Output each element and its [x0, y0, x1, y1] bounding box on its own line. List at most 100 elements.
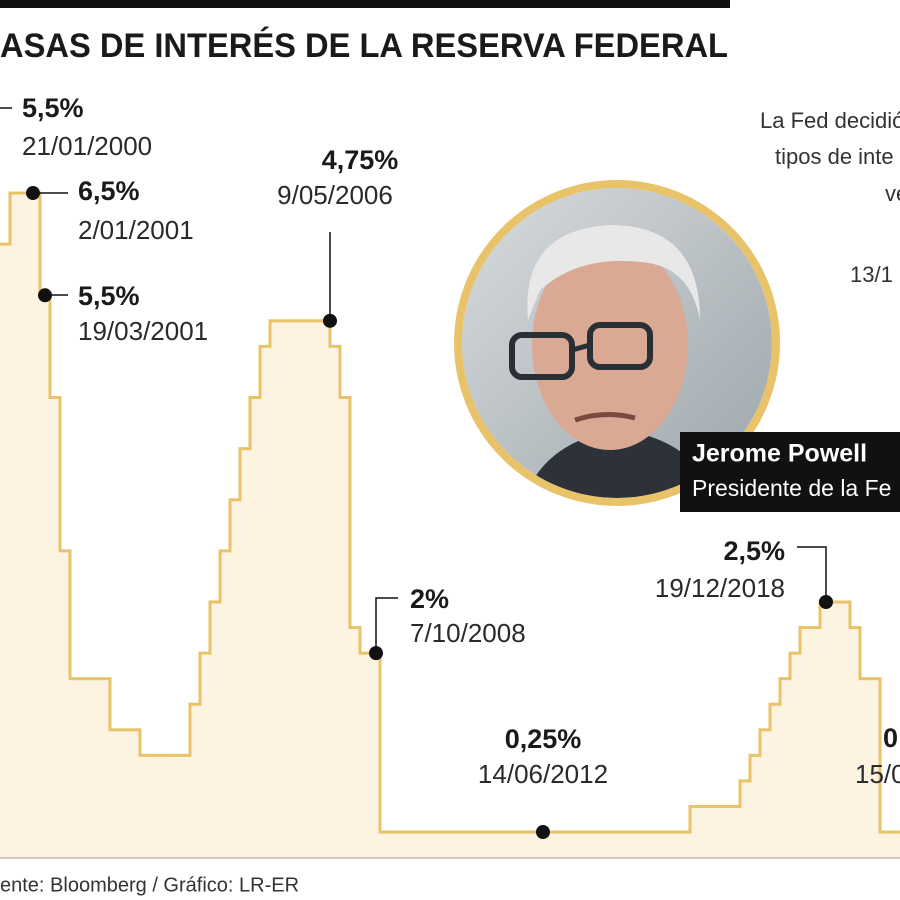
area-slice: [530, 832, 541, 858]
area-slice: [80, 678, 91, 858]
annotation-label: 2,5%: [723, 536, 785, 566]
leader-line: [375, 597, 398, 653]
source: ente: Bloomberg / Gráfico: LR-ER: [0, 874, 299, 896]
area-slice: [630, 832, 641, 858]
area-slice: [40, 295, 51, 858]
area-slice: [640, 832, 651, 858]
area-slice: [370, 653, 381, 858]
area-slice: [230, 499, 241, 858]
area-slice: [220, 550, 231, 858]
annotation-label: 0: [883, 723, 898, 753]
annotation-dot: [819, 594, 833, 609]
annotation-dot: [26, 186, 40, 201]
area-slice: [760, 729, 771, 858]
area-slice: [710, 806, 721, 858]
area-slice: [0, 244, 11, 858]
area-slice: [90, 678, 101, 858]
area-slice: [800, 627, 811, 858]
area-slice: [470, 832, 481, 858]
area-slice: [610, 832, 621, 858]
area-slice: [780, 678, 791, 858]
area-slice: [190, 704, 201, 858]
area-slice: [840, 601, 851, 858]
area-slice: [810, 627, 821, 858]
area-slice: [100, 678, 111, 858]
note-line: tipos de inte: [775, 144, 894, 169]
area-slice: [790, 653, 801, 858]
area-slice: [770, 704, 781, 858]
note-line: 13/1: [850, 262, 893, 287]
annotation-date: 19/03/2001: [78, 316, 208, 346]
area: [0, 193, 900, 858]
area-slice: [520, 832, 531, 858]
note-line: ve: [885, 181, 900, 206]
annotation-date: 7/10/2008: [410, 618, 526, 648]
area-slice: [50, 397, 61, 858]
area-slice: [480, 832, 491, 858]
area-slice: [730, 806, 741, 858]
area-slice: [870, 678, 881, 858]
area-slice: [650, 832, 661, 858]
area-slice: [410, 832, 421, 858]
area-slice: [280, 320, 291, 858]
step-line: [0, 191, 900, 834]
area-slice: [830, 601, 841, 858]
area-slice: [210, 601, 221, 858]
area-slice: [170, 755, 181, 858]
area-slice: [450, 832, 461, 858]
area-slice: [400, 832, 411, 858]
area-slice: [290, 320, 301, 858]
area-slice: [460, 832, 471, 858]
area-slice: [580, 832, 591, 858]
annotation-date: 2/01/2001: [78, 215, 194, 245]
photo: [454, 180, 780, 506]
area-slice: [820, 601, 831, 858]
area-slice: [850, 627, 861, 858]
area-slice: [670, 832, 681, 858]
leader-line: [797, 546, 827, 602]
area-slice: [560, 832, 571, 858]
area-slice: [270, 320, 281, 858]
area-slice: [740, 780, 751, 858]
area-slice: [130, 729, 141, 858]
area-slice: [430, 832, 441, 858]
area-slice: [680, 832, 691, 858]
area-slice: [570, 832, 581, 858]
area-slice: [490, 832, 501, 858]
annotation-dot: [323, 313, 337, 328]
area-slice: [240, 448, 251, 858]
top-bar: [0, 0, 730, 8]
annotation-date: 15/0: [855, 759, 900, 789]
caption-name: Jerome Powell: [692, 440, 867, 468]
area-slice: [140, 755, 151, 858]
annotation-label: 5,5%: [78, 281, 140, 311]
area-slice: [20, 193, 31, 858]
area-slice: [60, 550, 71, 858]
area-slice: [420, 832, 431, 858]
area-slice: [320, 320, 331, 858]
area-slice: [880, 832, 891, 858]
area-slice: [70, 678, 81, 858]
area-slice: [440, 832, 451, 858]
annotation-dot: [369, 646, 383, 661]
caption-box: [680, 432, 900, 512]
annotation-dot: [38, 288, 52, 303]
area-slice: [350, 627, 361, 858]
area-slice: [890, 832, 900, 858]
annotation-date: 9/05/2006: [277, 180, 393, 210]
area-slice: [120, 729, 131, 858]
area-slice: [260, 346, 271, 858]
area-slice: [150, 755, 161, 858]
area-slice: [160, 755, 171, 858]
annotation-label: 2%: [410, 584, 449, 614]
area-slice: [10, 193, 21, 858]
area-slice: [860, 678, 871, 858]
annotation-dot: [536, 825, 550, 840]
area-slice: [250, 397, 261, 858]
area-slice: [310, 320, 321, 858]
area-slice: [690, 806, 701, 858]
note-line: La Fed decidió: [760, 108, 900, 133]
area-slice: [500, 832, 511, 858]
annotation-label: 5,5%: [22, 93, 84, 123]
